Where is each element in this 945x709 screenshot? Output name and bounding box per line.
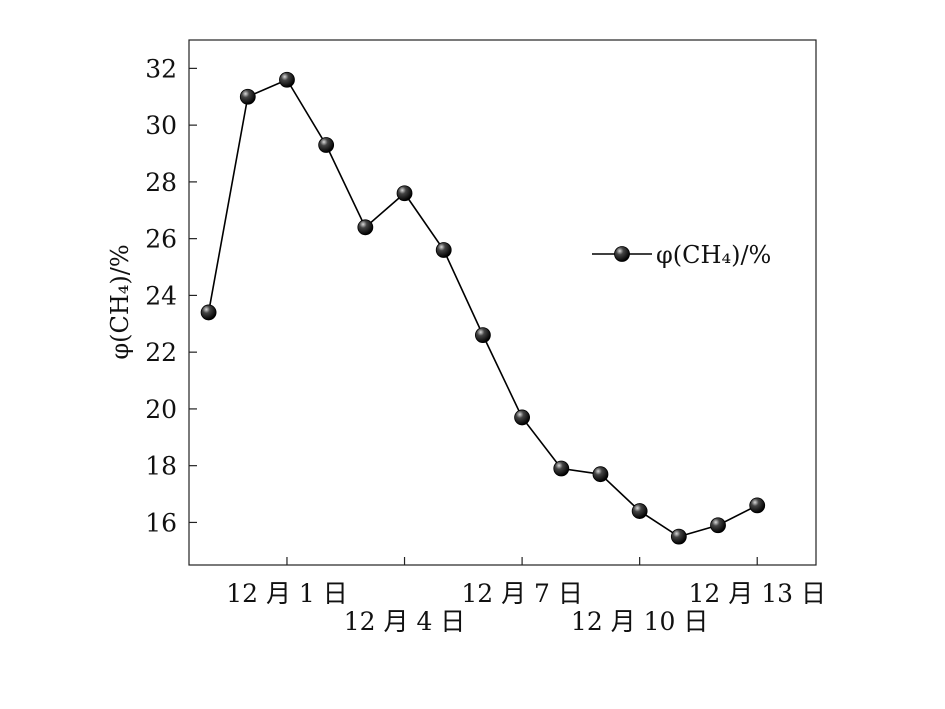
x-tick-label: 12 月 7 日	[461, 579, 583, 608]
x-tick-label: 12 月 4 日	[344, 607, 466, 636]
data-point	[279, 71, 295, 88]
y-tick-label: 30	[145, 111, 177, 140]
data-point	[396, 185, 413, 202]
series-layer	[200, 71, 766, 545]
y-tick-label: 16	[145, 508, 177, 537]
data-point	[435, 242, 452, 258]
x-tick-label: 12 月 10 日	[571, 607, 708, 636]
x-tick-label: 12 月 13 日	[688, 579, 825, 608]
y-axis: 16 18 20 22 24 26 28 30 32	[145, 54, 197, 537]
legend-label: φ(CH₄)/%	[656, 241, 771, 269]
data-point	[200, 304, 217, 321]
plot-frame	[188, 39, 817, 566]
data-point	[239, 88, 256, 105]
legend-marker	[614, 246, 630, 262]
data-point	[631, 503, 648, 519]
y-tick-label: 28	[145, 168, 177, 197]
data-point	[475, 327, 491, 344]
y-tick-label: 26	[145, 225, 177, 254]
x-axis: 12 月 1 日12 月 4 日12 月 7 日12 月 10 日12 月 13…	[226, 557, 826, 636]
data-point	[318, 137, 335, 153]
series-line	[207, 78, 758, 538]
y-tick-label: 22	[145, 338, 177, 367]
data-point	[592, 466, 609, 483]
y-axis-label: φ(CH₄)/%	[106, 244, 134, 359]
data-point	[710, 517, 726, 534]
y-tick-label: 20	[145, 395, 177, 424]
legend: φ(CH₄)/%	[592, 241, 771, 269]
y-tick-label: 18	[145, 452, 177, 481]
data-point	[749, 497, 766, 514]
data-point	[553, 460, 570, 477]
y-tick-label: 24	[145, 281, 177, 310]
data-point	[514, 409, 530, 426]
x-tick-label: 12 月 1 日	[226, 579, 348, 608]
y-tick-label: 32	[145, 54, 177, 83]
data-point	[670, 528, 687, 545]
data-point	[357, 219, 374, 236]
